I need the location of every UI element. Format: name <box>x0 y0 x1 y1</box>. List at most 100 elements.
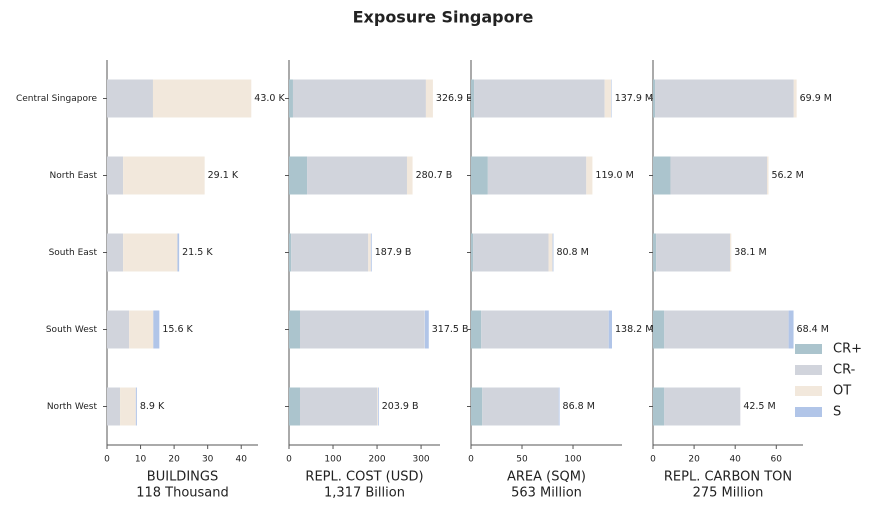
bar-segment <box>552 233 554 272</box>
bar-segment <box>368 233 371 272</box>
bar-segment <box>586 156 593 195</box>
x-axis-label: REPL. CARBON TON <box>664 470 792 485</box>
x-axis-subtitle: 275 Million <box>693 486 764 501</box>
bar-segment <box>471 387 483 426</box>
value-label: 80.8 M <box>556 247 588 258</box>
value-label: 29.1 K <box>208 170 239 181</box>
x-axis-subtitle: 118 Thousand <box>136 486 229 501</box>
x-axis-subtitle: 1,317 Billion <box>324 486 405 501</box>
bar-segment <box>107 233 124 272</box>
bar-segment <box>300 387 378 426</box>
value-label: 187.9 B <box>375 247 412 258</box>
value-label: 326.9 B <box>436 93 473 104</box>
bar-segment <box>482 387 559 426</box>
legend-swatch <box>795 365 822 375</box>
y-tick-label: Central Singapore <box>16 94 97 104</box>
bar-segment <box>611 79 612 118</box>
bar-segment <box>107 310 130 349</box>
x-tick-label: 30 <box>202 455 214 465</box>
bar-segment <box>471 310 482 349</box>
x-axis-subtitle: 563 Million <box>511 486 582 501</box>
bar-segment <box>670 156 768 195</box>
bar-segment <box>487 156 587 195</box>
legend-label: OT <box>833 384 851 399</box>
bar-segment <box>107 156 124 195</box>
x-tick-label: 0 <box>468 455 474 465</box>
bar-segment <box>656 233 731 272</box>
bar-segment <box>471 79 475 118</box>
bar-segment <box>424 310 429 349</box>
value-label: 21.5 K <box>182 247 213 258</box>
x-tick-label: 0 <box>650 455 656 465</box>
bar-segment <box>289 310 301 349</box>
bar-segment <box>730 233 732 272</box>
legend-swatch <box>795 344 822 354</box>
value-label: 86.8 M <box>563 401 595 412</box>
chart-title: Exposure Singapore <box>353 8 534 27</box>
legend-swatch <box>795 386 822 396</box>
x-axis-label: AREA (SQM) <box>507 470 586 485</box>
bar-segment <box>481 310 609 349</box>
bar-segment <box>653 156 671 195</box>
value-label: 138.2 M <box>615 324 653 335</box>
bar-segment <box>370 233 372 272</box>
x-tick-label: 40 <box>729 455 741 465</box>
x-tick-label: 100 <box>324 455 341 465</box>
x-tick-label: 40 <box>235 455 247 465</box>
bar-segment <box>425 79 433 118</box>
bar-segment <box>292 79 426 118</box>
value-label: 42.5 M <box>743 401 775 412</box>
y-tick-label: North East <box>50 171 98 181</box>
bar-segment <box>664 387 741 426</box>
bar-segment <box>377 387 378 426</box>
bar-segment <box>289 156 308 195</box>
bar-segment <box>300 310 425 349</box>
x-tick-label: 0 <box>286 455 292 465</box>
bar-segment <box>655 79 794 118</box>
value-label: 203.9 B <box>382 401 419 412</box>
x-tick-label: 100 <box>564 455 581 465</box>
bar-segment <box>558 387 560 426</box>
x-tick-label: 200 <box>368 455 385 465</box>
y-tick-label: North West <box>47 402 98 412</box>
bar-segment <box>406 156 413 195</box>
bar-segment <box>289 387 301 426</box>
bar-segment <box>473 233 549 272</box>
bar-segment <box>664 310 789 349</box>
value-label: 317.5 B <box>432 324 469 335</box>
x-tick-label: 20 <box>168 455 180 465</box>
x-tick-label: 20 <box>688 455 700 465</box>
bar-segment <box>653 387 665 426</box>
bar-segment <box>471 233 474 272</box>
x-axis-label: BUILDINGS <box>147 470 218 485</box>
bar-segment <box>291 233 369 272</box>
value-label: 280.7 B <box>416 170 453 181</box>
bar-segment <box>767 156 769 195</box>
legend-label: S <box>833 405 841 420</box>
bar-segment <box>653 79 656 118</box>
value-label: 38.1 M <box>734 247 766 258</box>
bar-segment <box>123 156 205 195</box>
value-label: 43.0 K <box>254 93 285 104</box>
bar-segment <box>474 79 605 118</box>
value-label: 137.9 M <box>615 93 653 104</box>
bar-segment <box>152 79 252 118</box>
bar-segment <box>604 79 612 118</box>
bar-segment <box>289 233 292 272</box>
value-label: 8.9 K <box>140 401 165 412</box>
bar-segment <box>307 156 407 195</box>
bar-segment <box>548 233 553 272</box>
bar-segment <box>793 79 797 118</box>
legend-label: CR- <box>833 363 856 378</box>
bar-segment <box>107 387 121 426</box>
bar-segment <box>135 387 137 426</box>
legend-label: CR+ <box>833 342 862 357</box>
x-tick-label: 10 <box>135 455 147 465</box>
value-label: 68.4 M <box>797 324 829 335</box>
value-label: 15.6 K <box>162 324 193 335</box>
bar-segment <box>123 233 178 272</box>
value-label: 69.9 M <box>800 93 832 104</box>
bar-segment <box>129 310 154 349</box>
bar-segment <box>377 387 379 426</box>
